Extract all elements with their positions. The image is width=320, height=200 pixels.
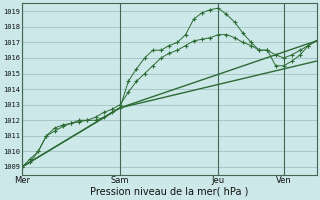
X-axis label: Pression niveau de la mer( hPa ): Pression niveau de la mer( hPa ) [90,187,248,197]
